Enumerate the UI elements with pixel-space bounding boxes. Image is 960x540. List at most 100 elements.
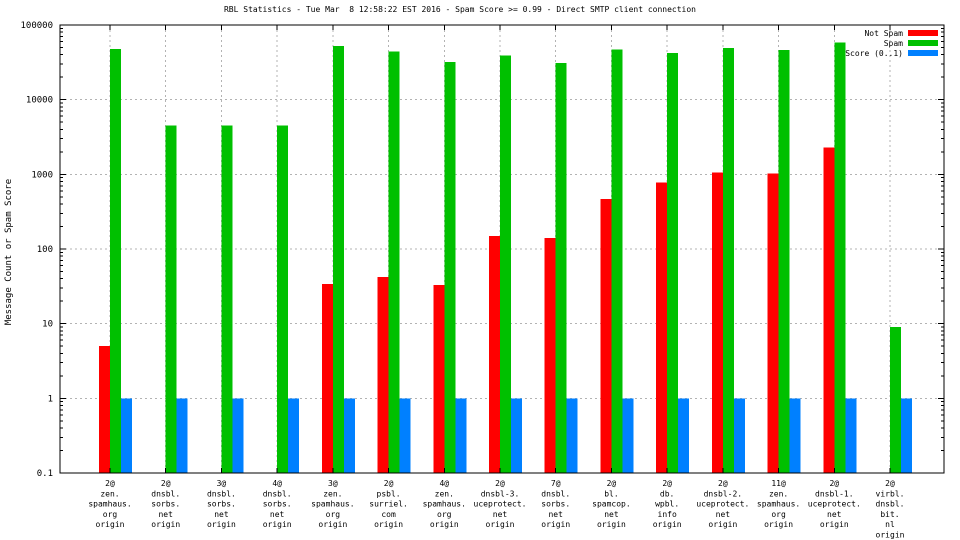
bar-score-0-1 xyxy=(789,398,801,473)
x-category-label: origin xyxy=(597,520,626,529)
x-category-label: 3@ xyxy=(328,479,338,488)
bar-spam xyxy=(165,125,177,474)
bar-score-0-1 xyxy=(511,398,522,473)
x-category-label: origin xyxy=(708,520,737,529)
x-category-label: dnsbl. xyxy=(541,489,570,498)
bar-spam xyxy=(500,55,511,473)
x-category-label: bit. xyxy=(880,510,899,519)
y-tick-label: 1000 xyxy=(31,170,53,180)
bar-not-spam xyxy=(544,238,556,473)
bar-score-0-1 xyxy=(566,398,578,473)
bar-spam xyxy=(778,50,790,473)
bar-spam xyxy=(555,62,567,473)
x-category-label: 3@ xyxy=(217,479,227,488)
bar-not-spam xyxy=(600,198,612,473)
x-category-label: origin xyxy=(151,520,180,529)
x-category-label: origin xyxy=(96,520,125,529)
x-category-label: wpbl. xyxy=(655,500,679,509)
x-category-label: bl. xyxy=(604,489,618,498)
x-category-label: virbl. xyxy=(876,489,905,498)
bar-not-spam xyxy=(711,172,723,473)
x-category-label: origin xyxy=(430,520,459,529)
bar-spam xyxy=(332,46,344,474)
x-category-label: 2@ xyxy=(885,479,895,488)
x-category-label: 2@ xyxy=(384,479,394,488)
x-category-label: 2@ xyxy=(161,479,171,488)
bar-not-spam xyxy=(433,284,445,473)
x-category-label: net xyxy=(604,510,619,519)
legend-swatch-spam xyxy=(908,40,938,46)
x-category-label: dnsbl-2. xyxy=(704,489,743,498)
x-category-label: info xyxy=(658,510,677,519)
x-category-label: 4@ xyxy=(439,479,449,488)
bar-not-spam xyxy=(99,346,110,473)
x-category-label: spamcop. xyxy=(592,500,631,509)
x-category-label: 2@ xyxy=(662,479,672,488)
x-category-label: spamhaus. xyxy=(757,500,800,509)
x-category-label: origin xyxy=(653,520,682,529)
x-category-label: dnsbl. xyxy=(151,489,180,498)
x-category-label: 2@ xyxy=(105,479,115,488)
y-tick-label: 10 xyxy=(42,320,53,330)
bar-score-0-1 xyxy=(845,398,857,473)
x-category-label: zen. xyxy=(323,489,342,498)
bar-score-0-1 xyxy=(288,398,300,473)
x-category-label: 4@ xyxy=(272,479,282,488)
bar-not-spam xyxy=(767,173,779,473)
bar-spam xyxy=(444,61,456,474)
bar-score-0-1 xyxy=(121,398,132,473)
legend-swatch-score-0-1 xyxy=(908,50,938,56)
legend-label: Score (0..1) xyxy=(845,49,903,58)
x-category-label: 2@ xyxy=(829,479,839,488)
bar-score-0-1 xyxy=(455,398,467,473)
x-category-label: 2@ xyxy=(718,479,728,488)
x-category-label: sorbs. xyxy=(151,500,180,509)
y-tick-label: 0.1 xyxy=(37,469,53,479)
x-category-label: origin xyxy=(876,531,905,540)
x-category-label: db. xyxy=(660,489,674,498)
x-category-label: origin xyxy=(820,520,849,529)
x-category-label: org xyxy=(437,510,452,519)
x-category-label: dnsbl-1. xyxy=(815,489,854,498)
x-category-label: net xyxy=(214,510,229,519)
bar-spam xyxy=(388,51,400,474)
x-category-label: spamhaus. xyxy=(311,500,354,509)
y-tick-label: 1 xyxy=(48,394,53,404)
legend-label: Spam xyxy=(884,39,903,48)
bar-score-0-1 xyxy=(622,398,634,473)
bar-spam xyxy=(834,42,846,474)
bar-spam xyxy=(221,125,233,474)
y-tick-label: 10000 xyxy=(26,96,53,106)
x-category-label: 2@ xyxy=(495,479,505,488)
bar-score-0-1 xyxy=(176,398,188,473)
x-category-label: sorbs. xyxy=(541,500,570,509)
x-category-label: origin xyxy=(764,520,793,529)
y-tick-label: 100 xyxy=(37,245,53,255)
x-category-label: spamhaus. xyxy=(423,500,466,509)
bar-score-0-1 xyxy=(399,398,411,473)
bar-score-0-1 xyxy=(232,398,244,473)
bar-spam xyxy=(722,48,734,474)
x-category-label: sorbs. xyxy=(207,500,236,509)
bar-not-spam xyxy=(656,182,668,474)
x-category-label: origin xyxy=(318,520,347,529)
x-category-label: origin xyxy=(207,520,236,529)
x-category-label: psbl. xyxy=(377,489,401,498)
bar-spam xyxy=(611,49,623,473)
bar-spam xyxy=(667,53,679,474)
x-category-label: net xyxy=(270,510,285,519)
x-category-label: uceprotect. xyxy=(696,500,749,509)
x-category-label: sorbs. xyxy=(263,500,292,509)
x-category-label: net xyxy=(716,510,731,519)
x-category-label: origin xyxy=(263,520,292,529)
x-category-label: origin xyxy=(374,520,403,529)
x-category-label: net xyxy=(493,510,508,519)
legend-label: Not Spam xyxy=(864,29,903,38)
x-category-label: org xyxy=(326,510,341,519)
x-category-label: zen. xyxy=(435,489,454,498)
x-category-label: surriel. xyxy=(369,500,408,509)
x-category-label: 11@ xyxy=(771,479,786,488)
chart-title: RBL Statistics - Tue Mar 8 12:58:22 EST … xyxy=(223,5,696,14)
